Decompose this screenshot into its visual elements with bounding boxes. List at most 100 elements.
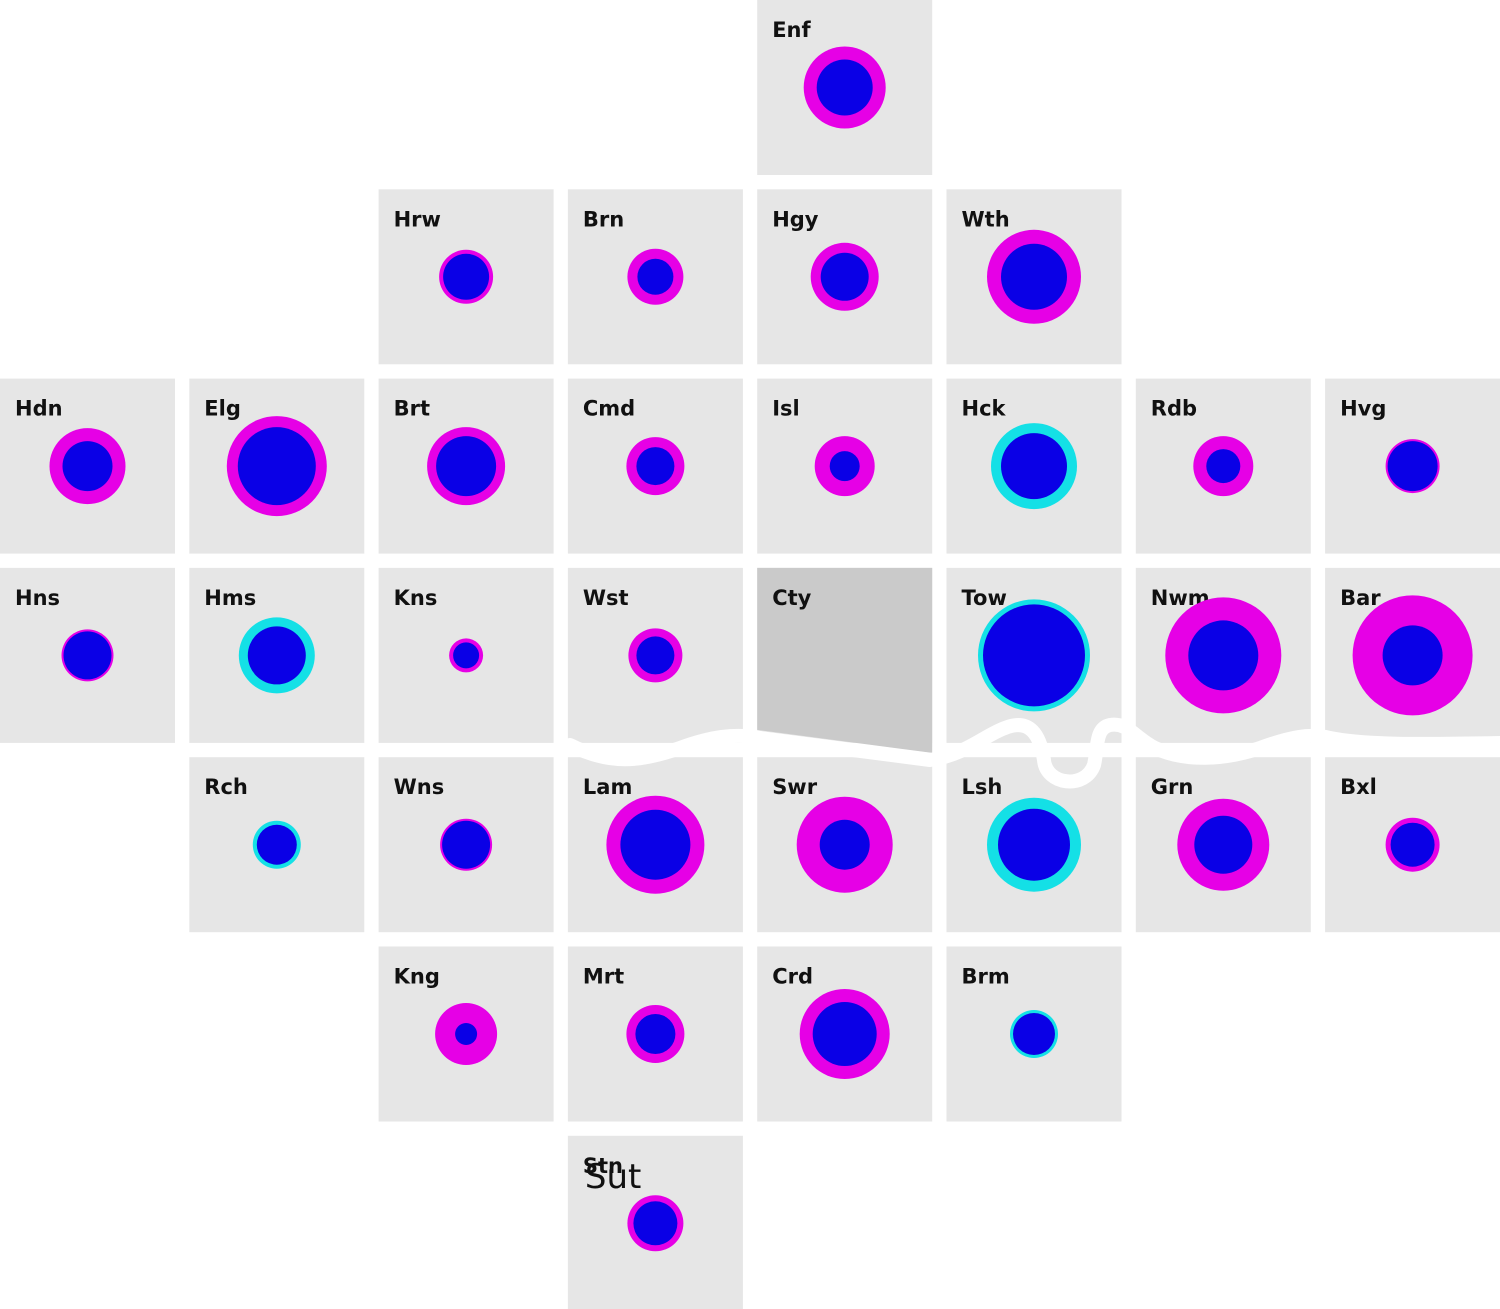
inner-circle: [247, 626, 306, 685]
borough-tile-lsh: Lsh: [946, 757, 1122, 933]
borough-tile-grn: Grn: [1135, 757, 1311, 933]
borough-label: Wst: [583, 586, 629, 610]
inner-circle: [637, 258, 674, 295]
inner-circle: [633, 1201, 678, 1246]
inner-circle: [436, 436, 497, 497]
borough-tile-hck: Hck: [946, 378, 1122, 554]
borough-label: Hgy: [772, 207, 819, 231]
borough-tile-bxl: Bxl: [1325, 757, 1500, 933]
borough-label: Cmd: [583, 397, 635, 421]
borough-label: Rch: [204, 775, 248, 799]
borough-tile-hrw: Hrw: [378, 189, 554, 365]
inner-circle: [1387, 441, 1438, 492]
borough-label: Crd: [772, 965, 813, 989]
borough-label: Lsh: [962, 775, 1003, 799]
borough-tile-mrt: Mrt: [567, 946, 743, 1122]
borough-label: Hdn: [15, 397, 63, 421]
borough-label: Bxl: [1340, 775, 1377, 799]
borough-tile-wns: Wns: [378, 757, 554, 933]
inner-circle: [1390, 822, 1435, 867]
borough-label: Cty: [772, 586, 811, 610]
borough-tile-brt: Brt: [378, 378, 554, 554]
borough-tile-wst: Wst: [567, 567, 743, 743]
borough-tile-elg: Elg: [189, 378, 365, 554]
borough-tile-nwm: Nwm: [1135, 567, 1311, 743]
inner-circle: [237, 427, 316, 506]
borough-tile-hns: Hns: [0, 567, 175, 743]
borough-label: Enf: [772, 18, 811, 42]
borough-label: Brm: [962, 965, 1010, 989]
inner-circle: [819, 819, 870, 870]
borough-tile-kng: Kng: [378, 946, 554, 1122]
inner-circle: [1206, 449, 1241, 484]
borough-tile-lam: Lam: [567, 757, 743, 933]
inner-circle: [1188, 620, 1259, 691]
inner-circle: [63, 631, 112, 680]
borough-tile-cmd: Cmd: [567, 378, 743, 554]
borough-tile-brm: Brm: [946, 946, 1122, 1122]
inner-circle: [455, 1023, 478, 1045]
borough-tile-hdn: Hdn: [0, 378, 175, 554]
borough-label: Wth: [962, 207, 1010, 231]
inner-circle: [1001, 433, 1067, 500]
inner-circle: [636, 636, 675, 675]
borough-label: Mrt: [583, 965, 624, 989]
borough-tile-hms: Hms: [189, 567, 365, 743]
borough-label: Elg: [204, 397, 241, 421]
inner-circle: [636, 447, 675, 486]
inner-circle: [812, 1002, 877, 1066]
inner-circle: [620, 809, 691, 880]
borough-tile-swr: Swr: [757, 757, 933, 933]
borough-tile-crd: Crd: [757, 946, 933, 1122]
inner-circle: [816, 59, 873, 116]
borough-label: Grn: [1151, 775, 1194, 799]
borough-label: Wns: [394, 775, 445, 799]
borough-label: Lam: [583, 775, 632, 799]
borough-tile-kns: Kns: [378, 567, 554, 743]
borough-tile-isl: Isl: [757, 378, 933, 554]
borough-label: Brn: [583, 207, 624, 231]
borough-tile-wth: Wth: [946, 189, 1122, 365]
inner-circle: [1013, 1013, 1055, 1055]
borough-label: Bar: [1340, 586, 1381, 610]
borough-label: Rdb: [1151, 397, 1197, 421]
borough-tile-enf: Enf: [757, 0, 933, 175]
borough-label: Hck: [962, 397, 1007, 421]
borough-tile-cty: Cty: [757, 567, 933, 753]
borough-tile-rch: Rch: [189, 757, 365, 933]
borough-tile-tow: Tow: [946, 567, 1122, 743]
borough-label: Hms: [204, 586, 256, 610]
inner-circle: [635, 1014, 676, 1054]
inner-circle: [443, 253, 490, 300]
borough-label: Brt: [394, 397, 430, 421]
inner-circle: [1382, 625, 1443, 686]
inner-circle: [820, 252, 869, 301]
inner-circle: [256, 824, 297, 865]
borough-tile-hgy: Hgy: [757, 189, 933, 365]
borough-label: Isl: [772, 397, 800, 421]
borough-tile-bar: Bar: [1325, 567, 1500, 743]
borough-label: Tow: [962, 586, 1007, 610]
borough-tile-hvg: Hvg: [1325, 378, 1500, 554]
inner-circle: [453, 642, 480, 669]
borough-label: Kng: [394, 965, 440, 989]
inner-circle: [1194, 815, 1253, 874]
borough-label: Hrw: [394, 207, 441, 231]
inner-circle: [62, 441, 113, 492]
borough-tile-rdb: Rdb: [1135, 378, 1311, 554]
river-thames: [563, 717, 1500, 789]
borough-label: Hvg: [1340, 397, 1386, 421]
inner-circle: [998, 808, 1070, 881]
borough-label: Swr: [772, 775, 818, 799]
borough-label: Stn: [583, 1154, 623, 1178]
tile-no-data: [757, 567, 933, 753]
inner-circle: [829, 451, 860, 482]
borough-label: Hns: [15, 586, 60, 610]
borough-label: Kns: [394, 586, 438, 610]
borough-tile-brn: Brn: [567, 189, 743, 365]
inner-circle: [442, 820, 491, 869]
inner-circle: [983, 604, 1085, 707]
